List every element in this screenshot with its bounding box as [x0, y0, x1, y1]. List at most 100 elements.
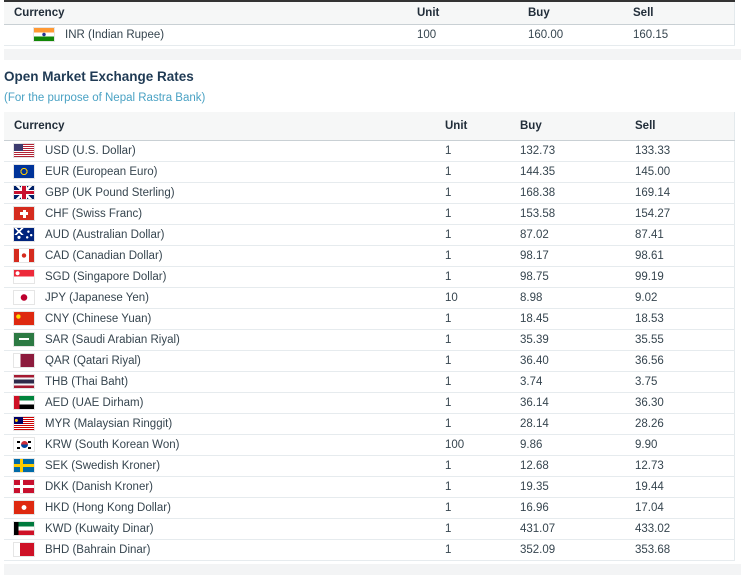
unit-value: 1 [445, 476, 520, 498]
currency-row: DKK (Danish Kroner) 1 19.35 19.44 [4, 476, 735, 498]
currency-label: SEK (Swedish Kroner) [45, 460, 161, 472]
buy-value: 28.14 [520, 413, 635, 435]
sell-value: 12.73 [635, 455, 735, 477]
currency-cell: SAR (Saudi Arabian Riyal) [4, 329, 445, 351]
currency-cell: DKK (Danish Kroner) [4, 476, 445, 498]
currency-cell: AED (UAE Dirham) [4, 392, 445, 414]
column-header-unit: Unit [417, 0, 528, 25]
bahrain-flag-icon [14, 543, 34, 556]
unit-value: 1 [445, 224, 520, 246]
currency-cell: KRW (South Korean Won) [4, 434, 445, 456]
currency-row: KRW (South Korean Won) 100 9.86 9.90 [4, 434, 735, 456]
buy-value: 16.96 [520, 497, 635, 519]
unit-value: 1 [445, 182, 520, 204]
uk-flag-icon [14, 186, 34, 199]
unit-value: 1 [445, 413, 520, 435]
table-footer-strip [4, 564, 741, 575]
unit-value: 1 [445, 266, 520, 288]
currency-row: SEK (Swedish Kroner) 1 12.68 12.73 [4, 455, 735, 477]
unit-value: 100 [445, 434, 520, 456]
currency-row: SAR (Saudi Arabian Riyal) 1 35.39 35.55 [4, 329, 735, 351]
china-flag-icon [14, 312, 34, 325]
sell-value: 133.33 [635, 140, 735, 162]
currency-row: EUR (European Euro) 1 144.35 145.00 [4, 161, 735, 183]
currency-cell: CAD (Canadian Dollar) [4, 245, 445, 267]
currency-row: BHD (Bahrain Dinar) 1 352.09 353.68 [4, 539, 735, 561]
currency-cell: CHF (Swiss Franc) [4, 203, 445, 225]
open-market-rates-table: Currency Unit Buy Sell USD (U.S. Dollar)… [4, 112, 735, 561]
hong-kong-flag-icon [14, 501, 34, 514]
buy-value: 168.38 [520, 182, 635, 204]
unit-value: 100 [417, 24, 528, 46]
south-korea-flag-icon [14, 438, 34, 451]
buy-value: 98.17 [520, 245, 635, 267]
unit-value: 1 [445, 539, 520, 561]
buy-value: 132.73 [520, 140, 635, 162]
sell-value: 145.00 [635, 161, 735, 183]
currency-cell: QAR (Qatari Riyal) [4, 350, 445, 372]
buy-value: 3.74 [520, 371, 635, 393]
sell-value: 160.15 [633, 24, 735, 46]
australia-flag-icon [14, 228, 34, 241]
currency-label: MYR (Malaysian Ringgit) [45, 418, 173, 430]
unit-value: 1 [445, 497, 520, 519]
india-flag-icon [34, 28, 54, 41]
sell-value: 17.04 [635, 497, 735, 519]
currency-label: AUD (Australian Dollar) [45, 229, 165, 241]
currency-row: KWD (Kuwaity Dinar) 1 431.07 433.02 [4, 518, 735, 540]
sell-value: 98.61 [635, 245, 735, 267]
buy-value: 431.07 [520, 518, 635, 540]
currency-label: THB (Thai Baht) [45, 376, 129, 388]
buy-value: 8.98 [520, 287, 635, 309]
currency-cell: MYR (Malaysian Ringgit) [4, 413, 445, 435]
unit-value: 1 [445, 203, 520, 225]
thailand-flag-icon [14, 375, 34, 388]
currency-row: CHF (Swiss Franc) 1 153.58 154.27 [4, 203, 735, 225]
currency-label: USD (U.S. Dollar) [45, 145, 136, 157]
buy-value: 144.35 [520, 161, 635, 183]
currency-label: GBP (UK Pound Sterling) [45, 187, 175, 199]
currency-label: JPY (Japanese Yen) [45, 292, 150, 304]
sell-value: 353.68 [635, 539, 735, 561]
malaysia-flag-icon [14, 417, 34, 430]
sell-value: 19.44 [635, 476, 735, 498]
currency-label: DKK (Danish Kroner) [45, 481, 154, 493]
unit-value: 1 [445, 518, 520, 540]
currency-row: MYR (Malaysian Ringgit) 1 28.14 28.26 [4, 413, 735, 435]
inr-table-header-row: Currency Unit Buy Sell [4, 0, 735, 25]
unit-value: 10 [445, 287, 520, 309]
unit-value: 1 [445, 308, 520, 330]
unit-value: 1 [445, 392, 520, 414]
unit-value: 1 [445, 245, 520, 267]
sell-value: 35.55 [635, 329, 735, 351]
currency-cell: CNY (Chinese Yuan) [4, 308, 445, 330]
currency-cell: INR (Indian Rupee) [4, 24, 417, 46]
currency-row: SGD (Singapore Dollar) 1 98.75 99.19 [4, 266, 735, 288]
currency-cell: BHD (Bahrain Dinar) [4, 539, 445, 561]
currency-label: AED (UAE Dirham) [45, 397, 144, 409]
currency-label: HKD (Hong Kong Dollar) [45, 502, 171, 514]
currency-row: QAR (Qatari Riyal) 1 36.40 36.56 [4, 350, 735, 372]
sweden-flag-icon [14, 459, 34, 472]
table-footer-strip [4, 49, 741, 60]
currency-row: HKD (Hong Kong Dollar) 1 16.96 17.04 [4, 497, 735, 519]
unit-value: 1 [445, 371, 520, 393]
unit-value: 1 [445, 455, 520, 477]
denmark-flag-icon [14, 480, 34, 493]
sell-value: 87.41 [635, 224, 735, 246]
column-header-currency: Currency [4, 112, 445, 141]
currency-label: INR (Indian Rupee) [65, 29, 165, 41]
sell-value: 36.56 [635, 350, 735, 372]
usa-flag-icon [14, 144, 34, 157]
currency-label: SAR (Saudi Arabian Riyal) [45, 334, 180, 346]
unit-value: 1 [445, 329, 520, 351]
qatar-flag-icon [14, 354, 34, 367]
currency-cell: JPY (Japanese Yen) [4, 287, 445, 309]
sell-value: 169.14 [635, 182, 735, 204]
section-subtitle: (For the purpose of Nepal Rastra Bank) [4, 92, 206, 104]
buy-value: 352.09 [520, 539, 635, 561]
uae-flag-icon [14, 396, 34, 409]
currency-cell: THB (Thai Baht) [4, 371, 445, 393]
sell-value: 433.02 [635, 518, 735, 540]
saudi-arabia-flag-icon [14, 333, 34, 346]
